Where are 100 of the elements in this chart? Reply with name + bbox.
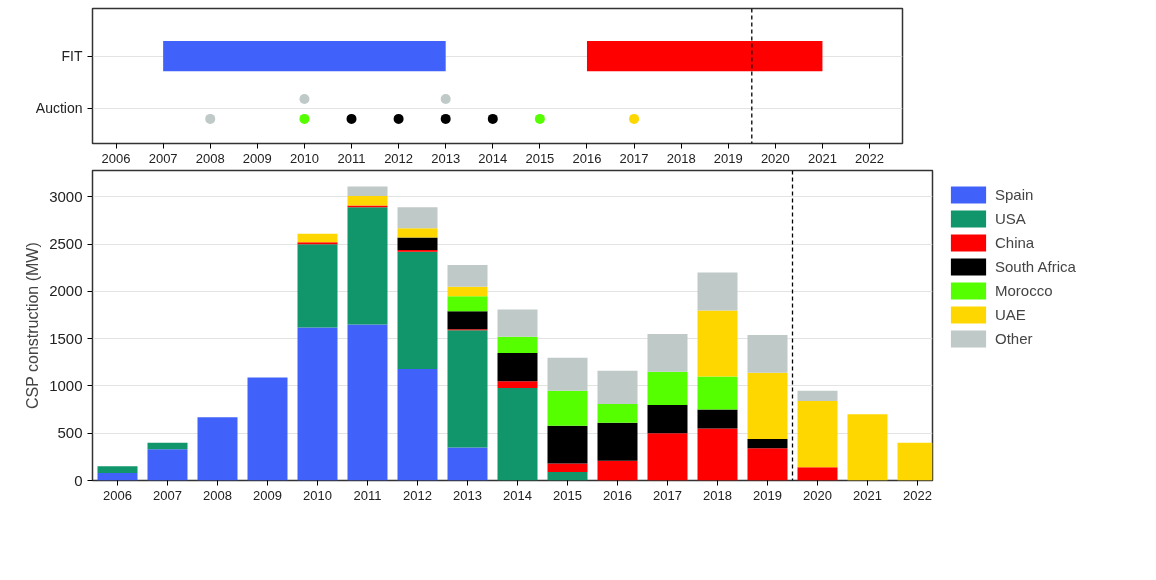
bar [597, 403, 638, 423]
bar [647, 433, 688, 481]
x-tick-label: 2015 [553, 487, 582, 503]
bar [797, 390, 838, 402]
bar [97, 472, 138, 481]
x-tick-label: 2012 [403, 487, 432, 503]
legend-label: UAE [995, 306, 1026, 323]
bar [697, 310, 738, 377]
x-tick-label: 2007 [148, 150, 178, 166]
x-tick-label: 2017 [619, 150, 649, 166]
x-tick-label: 2022 [903, 487, 932, 503]
x-tick-label: 2014 [478, 150, 508, 166]
y-tick-label: 500 [57, 424, 83, 442]
bar [497, 381, 538, 388]
bar [747, 448, 788, 481]
bar [647, 334, 688, 372]
x-tick-label: 2018 [666, 150, 696, 166]
bar [597, 460, 638, 481]
x-tick-label: 2011 [353, 487, 382, 503]
bar [97, 466, 138, 473]
bar [647, 371, 688, 405]
x-tick-label: 2006 [101, 150, 131, 166]
x-tick-label: 2017 [653, 487, 682, 503]
bar [197, 417, 238, 481]
bar [397, 237, 438, 250]
bar [447, 447, 488, 481]
bar [747, 372, 788, 439]
bar [447, 265, 488, 287]
bar [747, 334, 788, 373]
bar [747, 438, 788, 449]
legend-label: USA [995, 210, 1026, 227]
bar [297, 327, 338, 481]
x-tick-label: 2021 [853, 487, 882, 503]
y-tick-label: 1000 [49, 376, 83, 394]
bar [547, 463, 588, 472]
bar [447, 296, 488, 312]
bar [247, 377, 288, 481]
y-tick-label: 2000 [49, 282, 83, 300]
bar [847, 414, 888, 481]
bar [797, 401, 838, 468]
x-tick-label: 2020 [760, 150, 790, 166]
bar [797, 467, 838, 481]
bar [397, 207, 438, 229]
x-tick-label: 2008 [195, 150, 225, 166]
bar [397, 228, 438, 238]
x-tick-label: 2016 [603, 487, 632, 503]
bar [547, 357, 588, 391]
bar [397, 368, 438, 481]
x-tick-label: 2010 [289, 150, 319, 166]
x-tick-label: 2007 [153, 487, 182, 503]
bar [147, 449, 188, 481]
x-tick-label: 2010 [303, 487, 332, 503]
x-tick-label: 2013 [431, 150, 461, 166]
x-tick-label: 2019 [713, 150, 743, 166]
x-tick-label: 2019 [753, 487, 782, 503]
bar [547, 471, 588, 481]
bar [297, 244, 338, 328]
y-tick-label: FIT [61, 48, 83, 65]
x-tick-label: 2022 [855, 150, 884, 166]
legend-label: South Africa [995, 258, 1076, 275]
bar [347, 186, 388, 197]
bar [597, 370, 638, 404]
bar [447, 286, 488, 297]
x-tick-label: 2020 [803, 487, 832, 503]
bar [497, 309, 538, 337]
x-tick-label: 2009 [242, 150, 272, 166]
y-axis-title: CSP construction (MW) [24, 242, 42, 410]
y-tick-label: Auction [35, 100, 83, 117]
bar [697, 409, 738, 429]
legend-label: Spain [995, 186, 1034, 203]
x-tick-label: 2021 [807, 150, 837, 166]
bar [497, 387, 538, 481]
bar [447, 330, 488, 448]
x-tick-label: 2011 [337, 150, 366, 166]
y-tick-label: 3000 [49, 187, 83, 205]
bar [447, 311, 488, 330]
bar [347, 324, 388, 481]
bar [347, 196, 388, 206]
bar [647, 404, 688, 434]
x-tick-label: 2014 [503, 487, 532, 503]
x-tick-label: 2008 [203, 487, 232, 503]
legend-label: Morocco [995, 282, 1053, 299]
bar [497, 352, 538, 382]
x-tick-label: 2013 [453, 487, 482, 503]
x-tick-label: 2015 [525, 150, 555, 166]
bar [697, 428, 738, 481]
legend-label: China [995, 234, 1035, 251]
bar [697, 272, 738, 311]
y-tick-label: 1500 [49, 329, 83, 347]
x-tick-label: 2009 [253, 487, 282, 503]
bar [397, 251, 438, 369]
x-tick-label: 2018 [703, 487, 732, 503]
y-tick-label: 0 [74, 471, 83, 489]
bar [697, 376, 738, 410]
bar [147, 442, 188, 450]
legend-label: Other [995, 330, 1033, 347]
bar [497, 336, 538, 353]
bar [547, 425, 588, 464]
bar [347, 207, 388, 325]
x-tick-label: 2006 [103, 487, 132, 503]
